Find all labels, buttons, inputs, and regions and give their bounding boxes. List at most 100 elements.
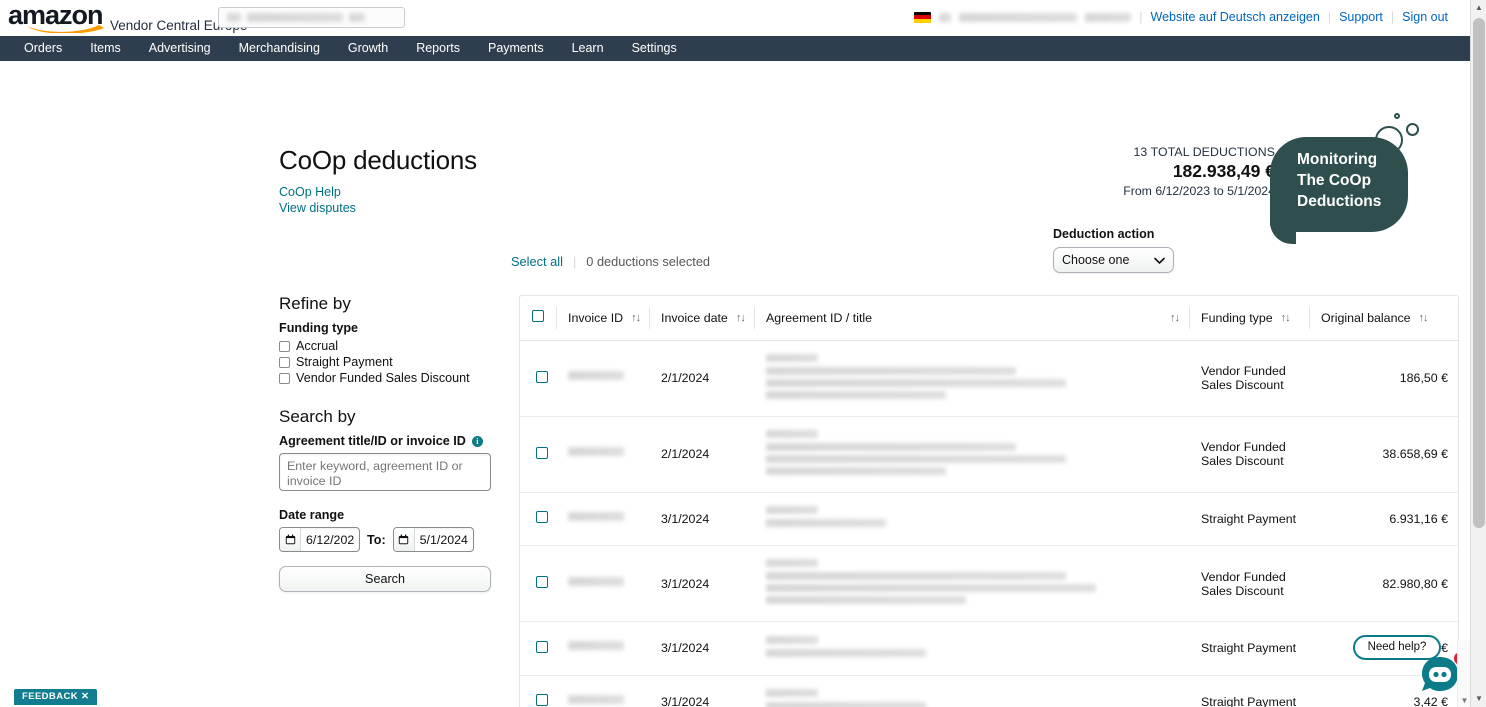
calendar-icon[interactable] xyxy=(280,528,301,551)
date-from-input[interactable] xyxy=(301,532,359,547)
nav-item-advertising[interactable]: Advertising xyxy=(148,41,211,55)
nav-item-items[interactable]: Items xyxy=(90,41,121,55)
deduction-action-select[interactable]: Choose one xyxy=(1053,247,1174,273)
row-checkbox-cell[interactable] xyxy=(520,621,556,675)
browser-scrollbar[interactable]: ▲ ▼ xyxy=(1470,0,1486,707)
checkbox-icon[interactable] xyxy=(536,370,548,383)
select-all-checkbox[interactable] xyxy=(532,310,544,323)
date-from-field[interactable] xyxy=(279,527,360,552)
row-checkbox-cell[interactable] xyxy=(520,674,556,707)
sign-out-link[interactable]: Sign out xyxy=(1402,10,1448,24)
cell-invoice-date: 2/1/2024 xyxy=(649,415,754,492)
cell-funding-type: Vendor Funded Sales Discount xyxy=(1201,364,1286,392)
scroll-down-icon[interactable]: ▼ xyxy=(1475,694,1483,703)
redacted-invoice-id: xxxxx xyxy=(568,576,624,586)
column-invoice-date[interactable]: Invoice date ↑↓ xyxy=(649,296,754,341)
cell-original-balance: 6.931,16 € xyxy=(1309,491,1458,546)
deductions-summary: 13 TOTAL DEDUCTIONS 182.938,49 € From 6/… xyxy=(1123,145,1275,198)
bubble-dot-icon xyxy=(1389,163,1393,167)
coop-help-link[interactable]: CoOp Help xyxy=(279,185,341,199)
column-funding-type[interactable]: Funding type ↑↓ xyxy=(1189,296,1309,341)
table-header-row: Invoice ID ↑↓ Invoice date ↑↓ Agreement … xyxy=(520,296,1458,341)
checkbox-icon[interactable] xyxy=(279,340,290,352)
divider: | xyxy=(1139,10,1143,24)
scrollbar-thumb[interactable] xyxy=(1473,18,1485,528)
redacted-agreement-title: x xyxy=(766,584,1096,592)
sort-icon[interactable]: ↑↓ xyxy=(631,311,641,324)
checkbox-icon[interactable] xyxy=(536,640,548,653)
redacted-agreement-title: x xyxy=(766,442,1016,451)
table-row[interactable]: xxxxx3/1/2024xxxxxStraight Payment6.931,… xyxy=(520,491,1458,546)
redacted-text: xx xyxy=(349,13,365,22)
inner-scrollbar[interactable]: ▼ xyxy=(1457,640,1470,707)
view-disputes-link[interactable]: View disputes xyxy=(279,201,356,215)
column-label: Funding type xyxy=(1201,310,1273,325)
checkbox-icon[interactable] xyxy=(279,372,290,384)
redacted-text: xxxxxxxxxxxx xyxy=(247,13,343,22)
checkbox-icon[interactable] xyxy=(279,356,290,368)
redacted-agreement-title: x xyxy=(766,648,926,657)
chat-tooltip[interactable]: Need help? xyxy=(1353,635,1441,660)
nav-item-orders[interactable]: Orders xyxy=(24,41,63,55)
sort-icon[interactable]: ↑↓ xyxy=(1170,311,1180,324)
amazon-logo[interactable]: amazon Vendor Central Europe xyxy=(8,0,247,34)
refine-sidebar: Refine by Funding type Accrual Straight … xyxy=(279,294,495,592)
amazon-wordmark: amazon xyxy=(8,0,104,30)
sort-icon[interactable]: ↑↓ xyxy=(1280,311,1291,324)
table-row[interactable]: xxxxx3/1/2024xxxxxStraight Payment21.139… xyxy=(520,621,1458,675)
filter-accrual[interactable]: Accrual xyxy=(279,339,495,353)
row-checkbox-cell[interactable] xyxy=(520,415,556,492)
filter-straight-payment[interactable]: Straight Payment xyxy=(279,355,495,369)
redacted-agreement-title: x xyxy=(766,702,926,707)
nav-item-reports[interactable]: Reports xyxy=(416,41,460,55)
checkbox-icon[interactable] xyxy=(536,576,548,588)
redacted-invoice-id: xxxxx xyxy=(568,694,624,704)
checkbox-icon[interactable] xyxy=(536,511,548,524)
column-original-balance[interactable]: Original balance ↑↓ xyxy=(1309,296,1458,341)
feedback-tab[interactable]: FEEDBACK ✕ xyxy=(14,689,98,705)
info-icon[interactable]: i xyxy=(471,435,483,447)
funding-type-label: Funding type xyxy=(279,321,359,335)
row-checkbox-cell[interactable] xyxy=(520,340,556,416)
nav-item-growth[interactable]: Growth xyxy=(347,41,389,55)
calendar-icon[interactable] xyxy=(393,528,415,551)
vendor-selector[interactable]: xx xxxxxxxxxxxx xx xyxy=(218,7,405,28)
scroll-down-icon[interactable]: ▼ xyxy=(1460,696,1469,705)
row-checkbox-cell[interactable] xyxy=(520,545,556,622)
cell-invoice-id: xxxxx xyxy=(556,674,649,707)
deduction-action-group: Deduction action Choose one xyxy=(1053,227,1174,273)
sort-icon[interactable]: ↑↓ xyxy=(1418,311,1429,324)
column-invoice-id[interactable]: Invoice ID ↑↓ xyxy=(556,296,649,341)
nav-item-payments[interactable]: Payments xyxy=(487,41,544,55)
nav-item-learn[interactable]: Learn xyxy=(571,41,604,55)
language-toggle-link[interactable]: Website auf Deutsch anzeigen xyxy=(1150,10,1320,24)
support-link[interactable]: Support xyxy=(1339,10,1383,24)
select-all-link[interactable]: Select all xyxy=(511,254,563,269)
column-agreement[interactable]: Agreement ID / title ↑↓ xyxy=(754,296,1189,341)
chat-widget[interactable]: Need help? ✕ xyxy=(1353,633,1468,696)
filter-vendor-funded-sales-discount[interactable]: Vendor Funded Sales Discount xyxy=(279,371,495,385)
date-to-input[interactable] xyxy=(414,532,473,547)
cell-funding-type: Straight Payment xyxy=(1189,674,1309,707)
checkbox-icon[interactable] xyxy=(536,694,548,707)
selected-count-text: 0 deductions selected xyxy=(586,254,711,269)
checkbox-icon[interactable] xyxy=(536,446,548,459)
column-label: Invoice ID xyxy=(568,310,624,325)
nav-item-settings[interactable]: Settings xyxy=(631,41,677,55)
row-checkbox-cell[interactable] xyxy=(520,491,556,546)
chat-bot-icon[interactable] xyxy=(1419,654,1461,696)
date-to-field[interactable] xyxy=(392,527,474,552)
cell-invoice-id: xxxxx xyxy=(556,491,649,546)
cell-invoice-date: 3/1/2024 xyxy=(649,545,754,622)
header-right-links: x xxxxxxxxxxxxxx xxxx | Website auf Deut… xyxy=(914,10,1448,24)
search-button[interactable]: Search xyxy=(279,566,491,592)
nav-item-merchandising[interactable]: Merchandising xyxy=(238,41,320,55)
search-input[interactable] xyxy=(279,453,491,491)
scroll-up-icon[interactable]: ▲ xyxy=(1475,3,1483,12)
sort-icon[interactable]: ↑↓ xyxy=(735,311,746,324)
